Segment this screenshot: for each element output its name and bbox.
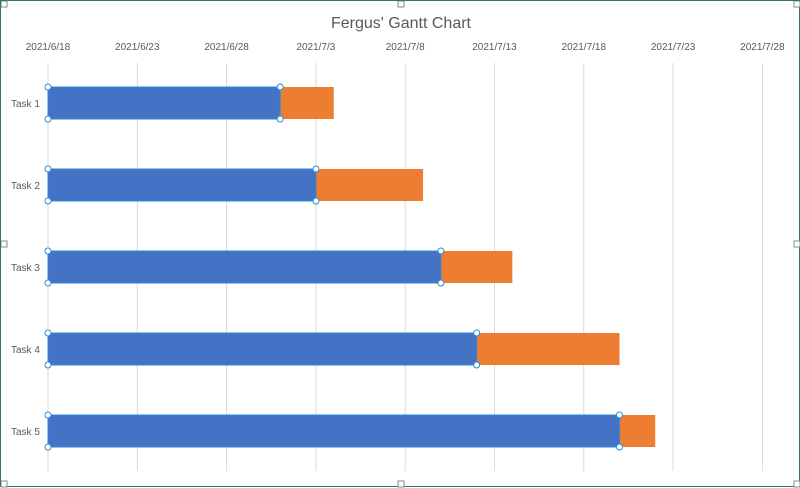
- bar-selection-handle[interactable]: [276, 115, 284, 123]
- bar-selection-outline: [47, 86, 281, 120]
- bar-selection-handle[interactable]: [44, 443, 52, 451]
- resize-handle[interactable]: [793, 480, 800, 488]
- bar-selection-outline: [47, 332, 478, 366]
- bar-selection-handle[interactable]: [44, 279, 52, 287]
- bar-series[interactable]: [48, 87, 656, 447]
- resize-handle[interactable]: [793, 1, 800, 8]
- bar-selection-handle[interactable]: [473, 329, 481, 337]
- bar-selection-handle[interactable]: [44, 115, 52, 123]
- bar-series-1[interactable]: [48, 87, 281, 119]
- category-label: Task 2: [11, 181, 40, 192]
- bar-series-1[interactable]: [48, 333, 477, 365]
- resize-handle[interactable]: [397, 1, 405, 8]
- bar-series-2[interactable]: [280, 87, 334, 119]
- selection-handles[interactable]: [44, 83, 624, 451]
- x-tick-label: 2021/7/23: [651, 42, 696, 53]
- bar-selection-handle[interactable]: [312, 165, 320, 173]
- bar-selection-handle[interactable]: [312, 197, 320, 205]
- x-tick-label: 2021/6/18: [26, 42, 71, 53]
- bar-selection-handle[interactable]: [44, 83, 52, 91]
- bar-selection-handle[interactable]: [616, 443, 624, 451]
- bar-series-2[interactable]: [476, 333, 620, 365]
- x-tick-label: 2021/6/23: [115, 42, 160, 53]
- resize-handle[interactable]: [1, 240, 8, 248]
- resize-handle[interactable]: [1, 480, 8, 488]
- category-label: Task 3: [11, 263, 40, 274]
- x-tick-label: 2021/7/18: [562, 42, 607, 53]
- x-tick-label: 2021/6/28: [204, 42, 249, 53]
- category-label: Task 5: [11, 427, 40, 438]
- x-tick-label: 2021/7/3: [296, 42, 335, 53]
- bar-selection-handle[interactable]: [44, 165, 52, 173]
- bar-series-2[interactable]: [315, 169, 424, 201]
- bar-series-1[interactable]: [48, 415, 620, 447]
- bar-selection-handle[interactable]: [616, 411, 624, 419]
- resize-handle[interactable]: [397, 480, 405, 488]
- bar-series-2[interactable]: [440, 251, 513, 283]
- bar-series-2[interactable]: [619, 415, 656, 447]
- x-tick-label: 2021/7/28: [740, 42, 785, 53]
- category-label: Task 1: [11, 99, 40, 110]
- resize-handle[interactable]: [1, 1, 8, 8]
- category-label: Task 4: [11, 345, 40, 356]
- x-tick-label: 2021/7/8: [386, 42, 425, 53]
- bar-selection-outline: [47, 168, 317, 202]
- bar-selection-handle[interactable]: [44, 329, 52, 337]
- bar-selection-handle[interactable]: [44, 247, 52, 255]
- y-axis-categories: Task 1 Task 2 Task 3 Task 4 Task 5: [11, 99, 40, 438]
- bar-selection-handle[interactable]: [44, 411, 52, 419]
- bar-selection-handle[interactable]: [437, 279, 445, 287]
- bar-selection-handle[interactable]: [44, 361, 52, 369]
- bar-selection-outline: [47, 250, 442, 284]
- bar-series-1[interactable]: [48, 251, 441, 283]
- bar-selection-handle[interactable]: [437, 247, 445, 255]
- bar-selection-outline: [47, 414, 621, 448]
- bar-selection-handle[interactable]: [44, 197, 52, 205]
- resize-handle[interactable]: [793, 240, 800, 248]
- bar-selection-handle[interactable]: [473, 361, 481, 369]
- x-axis-ticks: 2021/6/18 2021/6/23 2021/6/28 2021/7/3 2021/…: [26, 42, 785, 53]
- bar-series-1[interactable]: [48, 169, 316, 201]
- x-tick-label: 2021/7/13: [472, 42, 517, 53]
- bar-selection-handle[interactable]: [276, 83, 284, 91]
- chart-title: Fergus' Gantt Chart: [331, 15, 472, 32]
